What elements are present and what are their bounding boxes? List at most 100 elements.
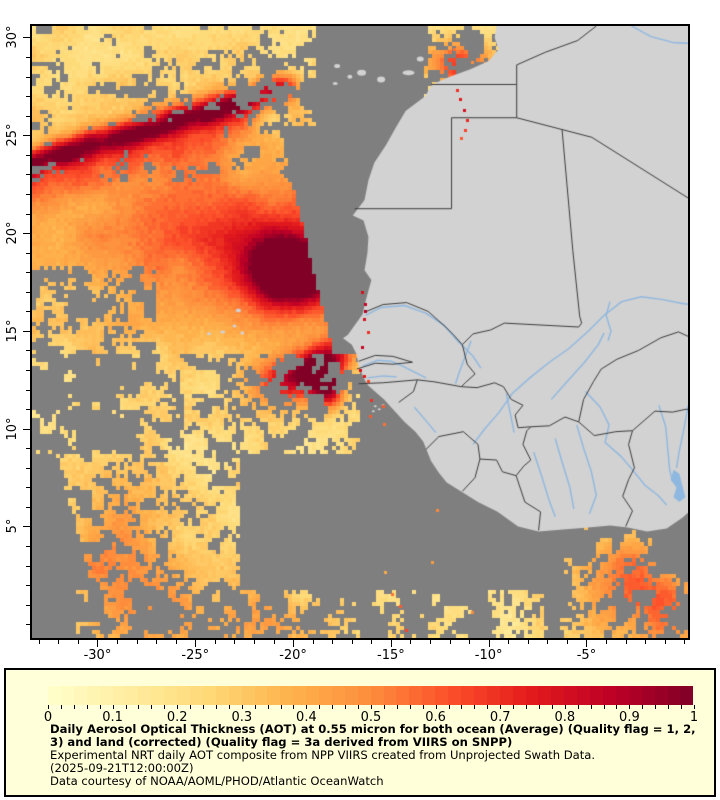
colorbar-block xyxy=(525,686,539,705)
lon-tick xyxy=(351,640,353,644)
lat-tick xyxy=(26,624,30,626)
lon-tick xyxy=(175,640,177,644)
colorbar-block xyxy=(590,686,603,705)
colorbar-block xyxy=(499,686,513,705)
lat-tick xyxy=(26,604,30,606)
lon-tick xyxy=(606,640,608,644)
lat-tick xyxy=(26,115,30,117)
colorbar-block xyxy=(164,686,178,705)
colorbar-tick xyxy=(228,705,230,709)
colorbar-tick xyxy=(138,705,140,709)
lon-tick xyxy=(371,640,373,644)
colorbar-block xyxy=(125,686,139,705)
lat-tick xyxy=(23,526,30,528)
lon-tick xyxy=(547,640,549,644)
colorbar-label: 0.9 xyxy=(619,710,640,725)
lon-tick xyxy=(253,640,255,644)
lon-tick xyxy=(684,640,686,644)
colorbar-tick xyxy=(319,705,321,709)
lat-tick xyxy=(26,389,30,391)
lat-tick xyxy=(23,37,30,39)
lat-tick xyxy=(26,252,30,254)
lon-tick xyxy=(214,640,216,644)
colorbar-tick xyxy=(526,705,528,709)
colorbar-block xyxy=(680,686,694,705)
colorbar-tick xyxy=(358,705,360,709)
colorbar-block xyxy=(202,686,216,705)
lat-tick xyxy=(26,311,30,313)
colorbar-tick xyxy=(500,705,502,709)
lat-tick xyxy=(26,467,30,469)
colorbar-block xyxy=(138,686,152,705)
colorbar-label: 0.3 xyxy=(231,710,253,725)
lat-tick xyxy=(26,546,30,548)
colorbar-block xyxy=(60,686,74,705)
lat-label: 10° xyxy=(5,417,20,441)
colorbar-tick xyxy=(332,705,334,709)
colorbar-block xyxy=(383,686,397,705)
colorbar-label: 0.8 xyxy=(554,710,576,725)
lat-tick xyxy=(23,330,30,332)
colorbar-label: 0.6 xyxy=(425,710,446,725)
colorbar-label: 1 xyxy=(689,710,699,725)
colorbar-label: 0.4 xyxy=(296,710,317,725)
colorbar-tick xyxy=(215,705,217,709)
lat-tick xyxy=(26,174,30,176)
colorbar-tick xyxy=(551,705,553,709)
lon-tick xyxy=(58,640,60,644)
figure-timestamp: (2025-09-21T12:00:00Z) xyxy=(50,760,194,775)
colorbar-tick xyxy=(435,705,437,709)
colorbar-tick xyxy=(461,705,463,709)
colorbar-block xyxy=(357,686,371,705)
colorbar-label: 0 xyxy=(43,710,53,725)
lon-tick xyxy=(410,640,412,644)
colorbar-block xyxy=(293,686,307,705)
colorbar-block xyxy=(177,686,190,705)
colorbar-tick xyxy=(629,705,631,709)
lat-tick xyxy=(26,96,30,98)
colorbar-tick xyxy=(177,705,179,709)
colorbar-tick xyxy=(112,705,114,709)
colorbar-label: 0.1 xyxy=(102,710,123,725)
colorbar-tick xyxy=(60,705,62,709)
lat-label: 20° xyxy=(5,221,20,245)
lon-tick xyxy=(488,640,490,647)
colorbar-block xyxy=(448,686,461,705)
colorbar-tick xyxy=(280,705,282,709)
lat-tick xyxy=(23,135,30,137)
colorbar-block xyxy=(228,686,242,705)
figure-title: Daily Aerosol Optical Thickness (AOT) at… xyxy=(50,722,696,749)
lat-tick xyxy=(26,76,30,78)
colorbar-block xyxy=(577,686,591,705)
colorbar-block xyxy=(331,686,345,705)
colorbar-tick xyxy=(371,705,372,709)
lat-tick xyxy=(26,409,30,411)
lat-tick xyxy=(26,57,30,59)
legend-text: Daily Aerosol Optical Thickness (AOT) at… xyxy=(50,723,710,788)
colorbar-tick xyxy=(254,705,256,709)
colorbar-tick xyxy=(125,705,127,709)
lon-label: -20° xyxy=(279,648,307,663)
colorbar-tick xyxy=(642,705,644,709)
colorbar-block xyxy=(667,686,681,705)
legend-panel: 0 0.1 0.2 0.3 0.4 0.5 0.6 0.7 0.8 0.9 1 Daily Aero… xyxy=(4,668,716,797)
lon-label: -30° xyxy=(83,648,112,663)
colorbar-tick xyxy=(203,705,205,709)
lon-tick xyxy=(234,640,236,644)
colorbar-block xyxy=(396,686,410,705)
lat-tick xyxy=(26,154,30,156)
colorbar-block xyxy=(641,686,655,705)
colorbar-tick xyxy=(48,705,49,709)
lat-tick xyxy=(26,272,30,274)
lat-label: 5° xyxy=(5,519,20,534)
lon-tick xyxy=(38,640,40,644)
colorbar-block xyxy=(551,686,565,705)
colorbar-tick xyxy=(86,705,88,709)
lat-tick xyxy=(26,585,30,587)
lon-label: -5° xyxy=(576,648,597,663)
colorbar-block xyxy=(73,686,87,705)
colorbar-block xyxy=(280,686,294,705)
lat-tick xyxy=(26,213,30,215)
lon-tick xyxy=(117,640,119,644)
